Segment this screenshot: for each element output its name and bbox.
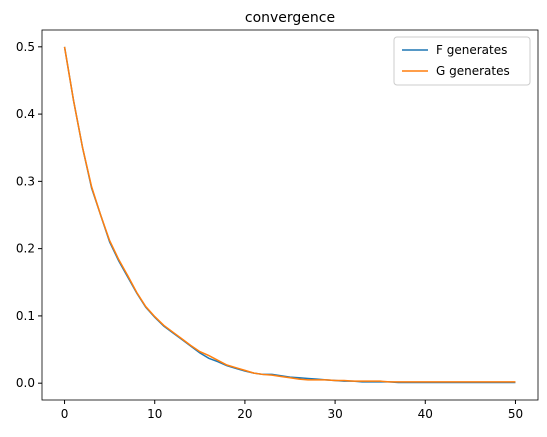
x-tick-label: 30 — [327, 407, 342, 421]
y-tick-label: 0.5 — [16, 40, 35, 54]
x-tick-label: 20 — [237, 407, 252, 421]
x-tick-label: 10 — [147, 407, 162, 421]
plot-frame — [41, 29, 539, 401]
y-tick-label: 0.1 — [16, 309, 35, 323]
series-line — [63, 46, 516, 383]
x-tick-label: 0 — [61, 407, 69, 421]
series-line — [63, 46, 516, 384]
x-tick-label: 40 — [418, 407, 433, 421]
y-tick-label: 0.2 — [16, 242, 35, 256]
y-tick-label: 0.4 — [16, 107, 35, 121]
legend-label: F generates — [436, 43, 507, 57]
chart-title: convergence — [245, 10, 335, 26]
x-tick-label: 50 — [508, 407, 523, 421]
legend-label: G generates — [436, 64, 510, 78]
y-tick-label: 0.0 — [16, 376, 35, 390]
legend-box — [393, 36, 531, 86]
y-tick-label: 0.3 — [16, 174, 35, 188]
